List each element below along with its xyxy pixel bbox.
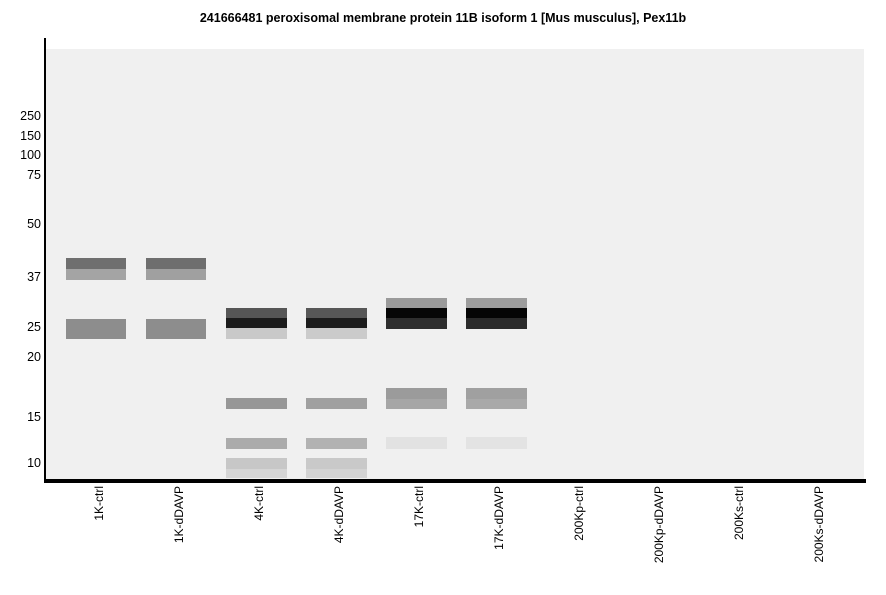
band-segment	[146, 258, 206, 269]
lane-label: 17K-ctrl	[412, 486, 426, 528]
band-segment	[386, 298, 447, 308]
y-tick-label: 75	[27, 168, 41, 182]
lane-label: 17K-dDAVP	[492, 486, 506, 550]
band-segment	[466, 437, 527, 449]
band-segment	[386, 399, 447, 409]
lane-label: 200Ks-dDAVP	[812, 486, 826, 563]
band-segment	[146, 269, 206, 280]
band-segment	[226, 398, 287, 409]
band-segment	[386, 437, 447, 449]
band-segment	[466, 388, 527, 399]
band-segment	[306, 328, 367, 339]
chart-title: 241666481 peroxisomal membrane protein 1…	[199, 11, 687, 25]
band-segment	[306, 438, 367, 449]
y-tick-label: 250	[20, 109, 41, 123]
band-segment	[226, 318, 287, 328]
y-tick-label: 25	[27, 320, 41, 334]
lane-label: 1K-dDAVP	[172, 486, 186, 544]
band-segment	[66, 319, 126, 339]
band-segment	[306, 318, 367, 328]
y-tick-label: 20	[27, 350, 41, 364]
lane-label: 4K-dDAVP	[332, 486, 346, 544]
band-segment	[146, 319, 206, 339]
band-segment	[466, 308, 527, 318]
y-tick-label: 50	[27, 217, 41, 231]
band-segment	[466, 399, 527, 409]
band-segment	[66, 269, 126, 280]
y-tick-label: 15	[27, 410, 41, 424]
y-tick-label: 37	[27, 270, 41, 284]
band-segment	[306, 469, 367, 478]
lane-label: 200Kp-ctrl	[572, 486, 586, 541]
band-segment	[226, 308, 287, 318]
lane-label: 200Kp-dDAVP	[652, 486, 666, 564]
band-segment	[226, 328, 287, 339]
band-segment	[226, 469, 287, 478]
lane-label: 1K-ctrl	[92, 486, 106, 521]
band-segment	[306, 398, 367, 409]
band-segment	[386, 308, 447, 318]
band-segment	[466, 318, 527, 329]
y-tick-label: 100	[20, 148, 41, 162]
band-segment	[306, 458, 367, 469]
band-segment	[386, 318, 447, 329]
band-segment	[226, 458, 287, 469]
y-tick-label: 150	[20, 129, 41, 143]
lane-label: 200Ks-ctrl	[732, 486, 746, 541]
band-segment	[306, 308, 367, 318]
y-tick-label: 10	[27, 456, 41, 470]
band-segment	[226, 438, 287, 449]
lane-label: 4K-ctrl	[252, 486, 266, 521]
band-segment	[386, 388, 447, 399]
band-segment	[66, 258, 126, 269]
y-axis-line	[44, 38, 46, 483]
x-axis-line	[44, 479, 866, 483]
band-segment	[466, 298, 527, 308]
